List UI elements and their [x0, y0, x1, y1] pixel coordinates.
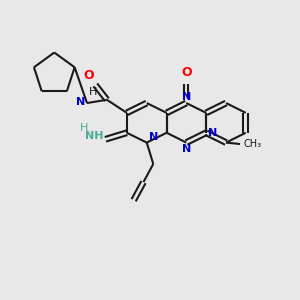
Text: N: N — [182, 144, 191, 154]
Text: N: N — [149, 132, 158, 142]
Text: N: N — [182, 92, 191, 102]
Text: CH₃: CH₃ — [244, 139, 262, 149]
Text: O: O — [181, 66, 192, 79]
Text: O: O — [83, 69, 94, 82]
Text: NH: NH — [85, 131, 103, 141]
Text: H: H — [80, 123, 88, 133]
Text: N: N — [76, 97, 86, 107]
Text: N: N — [208, 128, 217, 138]
Text: H: H — [89, 86, 98, 97]
